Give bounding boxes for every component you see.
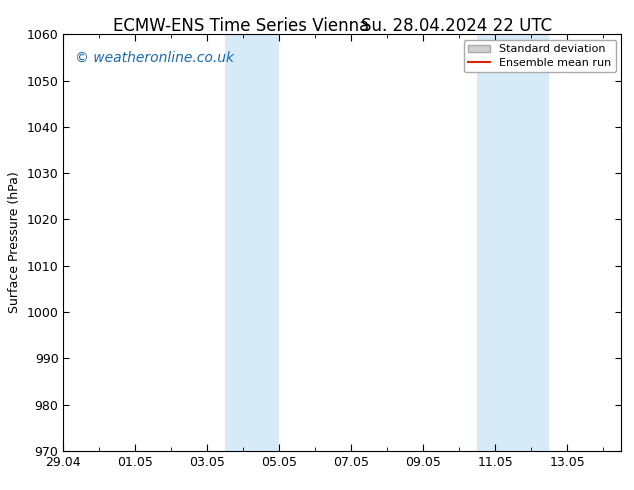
Y-axis label: Surface Pressure (hPa): Surface Pressure (hPa) — [8, 172, 21, 314]
Text: Su. 28.04.2024 22 UTC: Su. 28.04.2024 22 UTC — [361, 17, 552, 35]
Bar — [477, 34, 549, 451]
Legend: Standard deviation, Ensemble mean run: Standard deviation, Ensemble mean run — [463, 40, 616, 72]
Bar — [225, 34, 280, 451]
Text: © weatheronline.co.uk: © weatheronline.co.uk — [75, 51, 233, 65]
Text: ECMW-ENS Time Series Vienna: ECMW-ENS Time Series Vienna — [113, 17, 369, 35]
